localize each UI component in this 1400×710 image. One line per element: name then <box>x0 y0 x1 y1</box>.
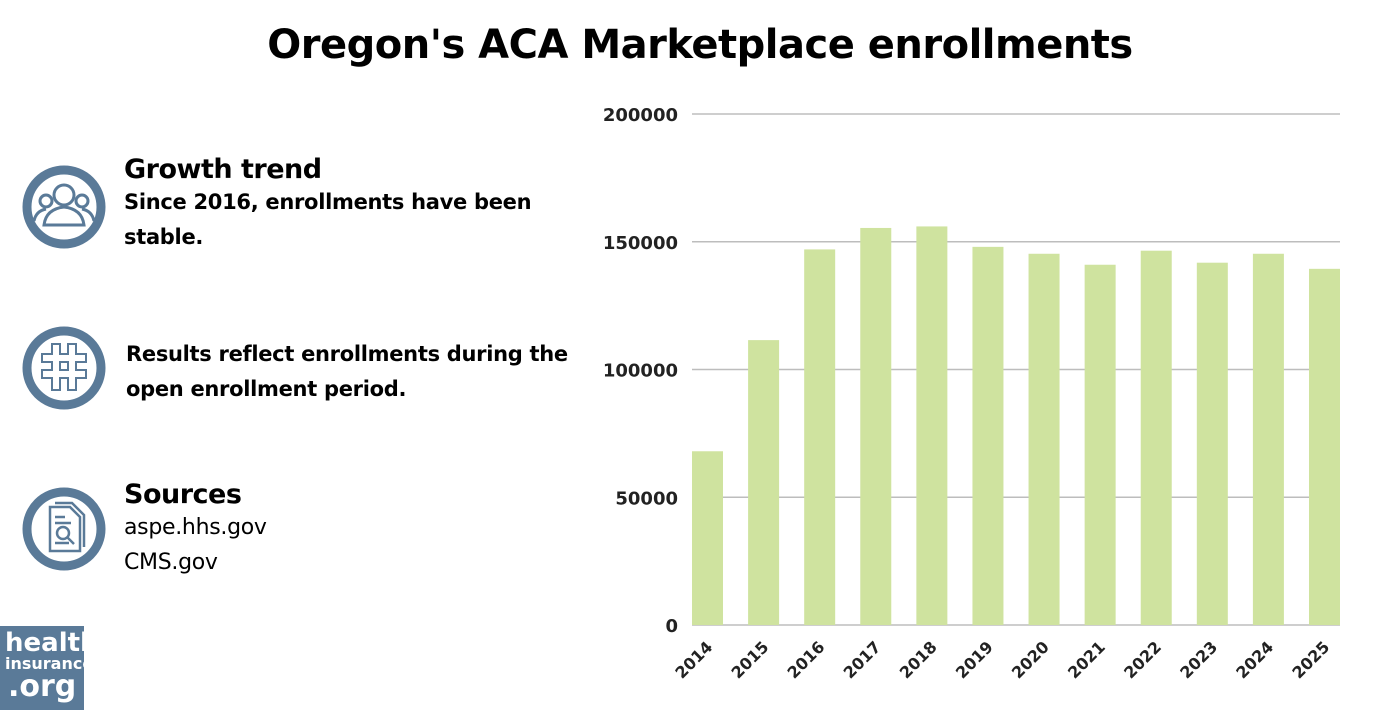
bar <box>804 249 836 626</box>
hashtag-icon <box>22 326 106 410</box>
bar <box>860 227 892 625</box>
y-tick-label: 200000 <box>603 105 678 126</box>
bar <box>1140 250 1172 625</box>
source-link[interactable]: aspe.hhs.gov <box>124 515 267 540</box>
sources-heading: Sources <box>124 479 242 510</box>
bar <box>748 340 780 625</box>
y-tick-label: 0 <box>665 616 678 637</box>
chart-title: Oregon's ACA Marketplace enrollments <box>267 22 1133 68</box>
x-tick-label: 2022 <box>1120 637 1165 682</box>
x-tick-label: 2014 <box>671 637 716 682</box>
source-link[interactable]: CMS.gov <box>124 550 218 575</box>
x-tick-label: 2015 <box>727 637 772 682</box>
x-tick-label: 2021 <box>1064 637 1109 682</box>
bar <box>1309 268 1340 625</box>
period-text: Results reflect enrollments during the o… <box>126 342 568 401</box>
bar <box>1196 262 1228 625</box>
y-tick-label: 150000 <box>603 233 678 254</box>
document-search-icon <box>22 487 106 571</box>
bar <box>972 246 1004 626</box>
x-tick-label: 2020 <box>1008 637 1053 682</box>
bar <box>1028 253 1060 626</box>
bar <box>916 226 948 626</box>
x-tick-label: 2017 <box>840 637 885 682</box>
x-tick-label: 2019 <box>952 637 997 682</box>
growth-heading: Growth trend <box>124 154 322 185</box>
x-tick-label: 2024 <box>1232 637 1277 682</box>
bar <box>1084 264 1116 625</box>
people-icon <box>22 165 106 249</box>
x-tick-label: 2016 <box>784 637 829 682</box>
bar <box>692 451 723 625</box>
period-panel: Results reflect enrollments during the o… <box>126 337 586 407</box>
growth-panel: Growth trend Since 2016, enrollments hav… <box>124 154 544 255</box>
bar <box>1252 253 1284 626</box>
x-tick-label: 2018 <box>896 637 941 682</box>
y-tick-label: 100000 <box>603 361 678 382</box>
sources-panel: Sources aspe.hhs.gov CMS.gov <box>124 479 267 580</box>
x-tick-label: 2023 <box>1176 637 1221 682</box>
healthinsurance-logo: health insurance .org <box>0 626 99 710</box>
x-tick-label: 2025 <box>1288 637 1333 682</box>
y-tick-label: 50000 <box>615 488 678 509</box>
growth-text: Since 2016, enrollments have been stable… <box>124 190 532 249</box>
